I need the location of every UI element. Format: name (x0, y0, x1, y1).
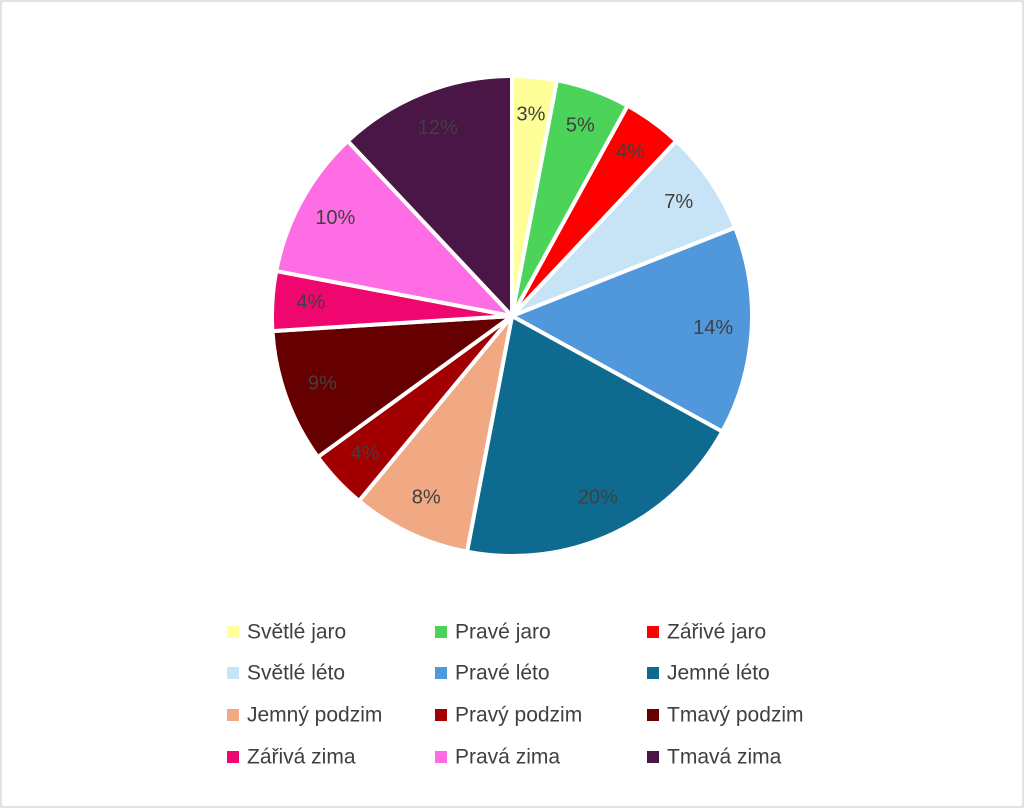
data-label: 12% (418, 117, 458, 139)
legend-swatch (435, 667, 447, 679)
data-label: 4% (616, 141, 645, 163)
pie-slice (510, 139, 738, 318)
legend-swatch (227, 709, 239, 721)
pie-slice (274, 139, 514, 318)
data-label: 9% (308, 373, 337, 395)
legend-label: Pravá zima (455, 746, 560, 769)
legend-swatch (647, 709, 659, 721)
data-label: 7% (664, 191, 693, 213)
data-label: 4% (296, 292, 325, 314)
legend-swatch (647, 667, 659, 679)
legend-label: Tmavá zima (667, 746, 782, 769)
pie-slice (510, 225, 754, 434)
legend-label: Jemný podzim (247, 704, 382, 727)
legend-label: Pravé jaro (455, 621, 551, 644)
legend-label: Pravý podzim (455, 704, 582, 727)
pie-slice (357, 314, 514, 554)
data-label: 10% (315, 207, 355, 229)
legend-swatch (435, 626, 447, 638)
data-label: 5% (566, 115, 595, 137)
pie-slice (345, 74, 514, 318)
legend-swatch (435, 709, 447, 721)
legend-label: Zářivá zima (247, 746, 356, 769)
legend-label: Zářivé jaro (667, 621, 766, 644)
data-label: 4% (351, 442, 380, 464)
legend-swatch (227, 667, 239, 679)
legend-swatch (435, 751, 447, 763)
pie-slice (270, 314, 514, 460)
legend-label: Světlé léto (247, 662, 345, 685)
pie-slice (465, 314, 725, 558)
legend-label: Pravé léto (455, 662, 550, 685)
data-label: 20% (578, 487, 618, 509)
data-label: 3% (517, 104, 546, 126)
legend-swatch (647, 626, 659, 638)
legend-label: Tmavý podzim (667, 704, 804, 727)
legend-swatch (647, 751, 659, 763)
legend-swatch (227, 626, 239, 638)
legend-swatch (227, 751, 239, 763)
data-label: 14% (693, 317, 733, 339)
legend-label: Jemné léto (667, 662, 770, 685)
legend-label: Světlé jaro (247, 621, 346, 644)
data-label: 8% (412, 487, 441, 509)
